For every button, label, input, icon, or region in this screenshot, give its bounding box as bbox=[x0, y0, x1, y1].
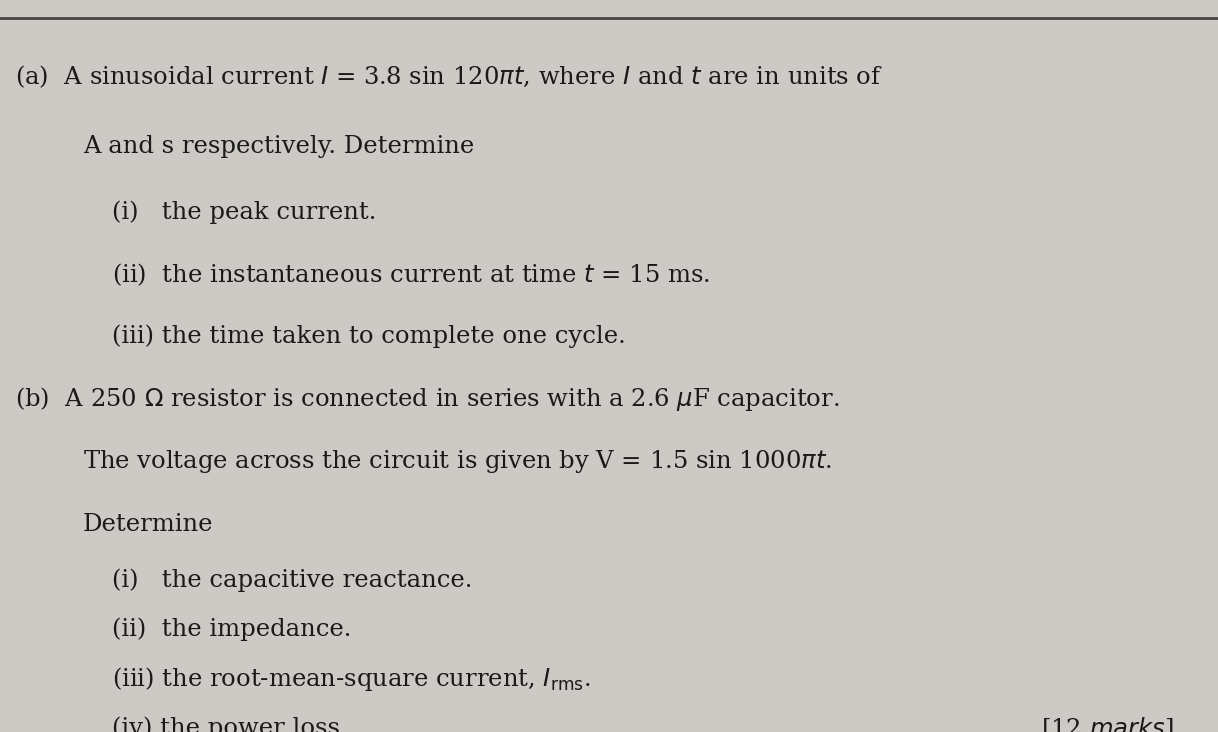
Text: Determine: Determine bbox=[83, 513, 213, 537]
Text: (ii)  the impedance.: (ii) the impedance. bbox=[112, 618, 352, 641]
Text: A and s respectively. Determine: A and s respectively. Determine bbox=[83, 135, 474, 158]
Text: (ii)  the instantaneous current at time $t$ = 15 ms.: (ii) the instantaneous current at time $… bbox=[112, 261, 710, 288]
Text: (iv) the power loss.: (iv) the power loss. bbox=[112, 717, 347, 732]
Text: (iii) the root-mean-square current, $I_{\mathrm{rms}}$.: (iii) the root-mean-square current, $I_{… bbox=[112, 665, 591, 693]
Text: (b)  A 250 $\Omega$ resistor is connected in series with a 2.6 $\mu$F capacitor.: (b) A 250 $\Omega$ resistor is connected… bbox=[15, 385, 839, 413]
Text: [12 $\it{marks}$]: [12 $\it{marks}$] bbox=[1041, 716, 1174, 732]
Text: (a)  A sinusoidal current $I$ = 3.8 sin 120$\pi$$t$, where $I$ and $t$ are in un: (a) A sinusoidal current $I$ = 3.8 sin 1… bbox=[15, 64, 883, 90]
Text: (i)   the capacitive reactance.: (i) the capacitive reactance. bbox=[112, 568, 473, 591]
Text: The voltage across the circuit is given by V = 1.5 sin 1000$\pi$$t$.: The voltage across the circuit is given … bbox=[83, 448, 832, 474]
Text: (i)   the peak current.: (i) the peak current. bbox=[112, 201, 376, 224]
Text: (iii) the time taken to complete one cycle.: (iii) the time taken to complete one cyc… bbox=[112, 325, 626, 348]
